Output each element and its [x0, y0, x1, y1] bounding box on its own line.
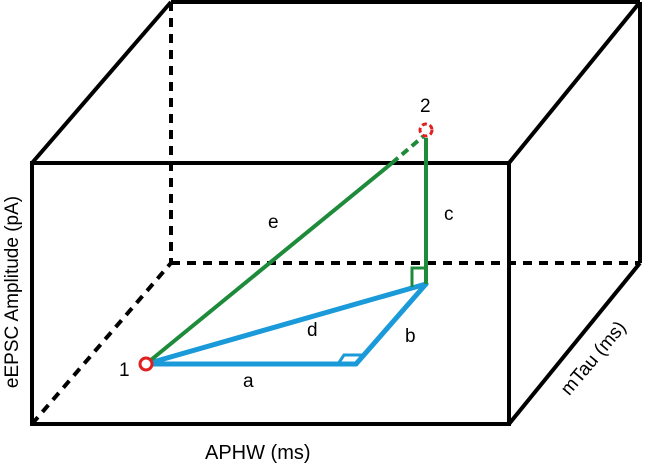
segment-b [353, 281, 429, 367]
segment-d-label: d [307, 320, 318, 341]
green-triangle [144, 132, 428, 366]
box-bottom-right-depth-edge [507, 261, 642, 426]
segment-b-label: b [405, 326, 416, 347]
point-2-label: 2 [420, 96, 431, 117]
segment-e-label: e [268, 212, 279, 233]
segment-a-label: a [243, 371, 254, 392]
box-top-left-depth-edge [30, 0, 173, 165]
point-1-marker [138, 356, 154, 372]
right-angle-marker-ab [336, 353, 367, 365]
box-hidden-edges [30, 2, 640, 426]
y-axis-label: eEPSC Amplitude (pA) [2, 196, 23, 388]
blue-triangle [143, 281, 429, 367]
right-angle-marker-dc [410, 266, 426, 287]
x-axis-label: APHW (ms) [205, 442, 311, 464]
segment-e [144, 161, 394, 366]
segment-e-hidden [390, 132, 428, 165]
box-visible-edges [30, 0, 642, 426]
box-front-face [30, 161, 511, 426]
point-2-marker [418, 122, 434, 138]
box-top-right-depth-edge [507, 0, 642, 165]
segment-c-label: c [444, 204, 454, 225]
segment-d [143, 281, 429, 367]
box-bottom-left-depth-edge [30, 261, 173, 426]
z-axis-label: mTau (ms) [557, 317, 631, 399]
point-1-label: 1 [119, 360, 130, 381]
